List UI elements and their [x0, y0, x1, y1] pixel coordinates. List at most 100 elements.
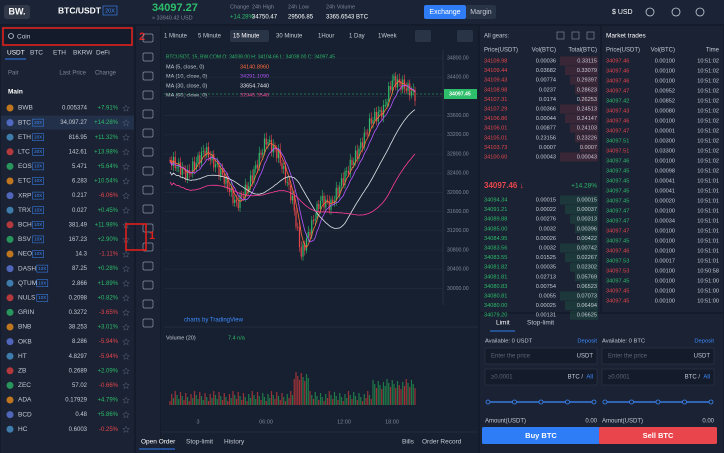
label[interactable]: Margin [470, 9, 492, 16]
tool-icon[interactable] [142, 280, 154, 290]
label[interactable]: 1 Minute [164, 34, 188, 40]
slider-step[interactable] [682, 399, 687, 405]
label[interactable]: Order Record [422, 439, 462, 446]
label[interactable]: BTC [18, 119, 31, 126]
label[interactable]: Stop-limit [186, 439, 213, 446]
label[interactable]: ≥0.0001 [491, 375, 513, 381]
label[interactable]: OKB [18, 338, 32, 345]
label[interactable]: 34107.31 [484, 97, 507, 103]
slider-step[interactable] [655, 399, 661, 405]
favorite-star[interactable] [122, 264, 130, 273]
tool-icon[interactable] [142, 204, 154, 214]
amount-input[interactable] [601, 368, 715, 386]
label[interactable]: Enter the price [491, 354, 531, 360]
favorite-star[interactable] [122, 352, 130, 360]
label[interactable]: 34107.29 [484, 106, 507, 112]
label[interactable]: 34109.44 [484, 68, 507, 74]
slider-step[interactable] [629, 399, 634, 405]
sell-button[interactable] [599, 427, 717, 444]
favorite-star[interactable] [122, 396, 130, 404]
label[interactable]: XRP [18, 192, 31, 199]
label[interactable]: 30 Minute [276, 34, 303, 40]
label[interactable]: 34084.95 [484, 236, 507, 242]
header-icon[interactable] [645, 7, 655, 17]
label[interactable]: ETH [53, 50, 66, 57]
chart-tool-button[interactable] [415, 30, 431, 42]
favorite-star[interactable] [122, 337, 130, 346]
label[interactable]: 5 Minute [198, 34, 222, 40]
label[interactable]: 34089.88 [484, 217, 507, 223]
tool-icon[interactable] [142, 128, 154, 138]
label[interactable]: Deposit [694, 339, 714, 345]
favorite-star[interactable] [122, 250, 130, 258]
label[interactable]: 34081.81 [484, 274, 507, 280]
label[interactable]: 1 Day [349, 34, 365, 40]
tool-icon[interactable] [142, 109, 154, 119]
amount-input[interactable] [484, 368, 598, 386]
label[interactable]: NULS [18, 295, 36, 302]
label[interactable]: $ USD [612, 9, 633, 16]
label[interactable]: All [586, 375, 593, 381]
favorite-star[interactable] [122, 162, 130, 171]
favorite-star[interactable] [122, 177, 130, 185]
label[interactable]: ZEC [18, 382, 31, 389]
slider-step[interactable] [591, 399, 597, 405]
favorite-star[interactable] [122, 104, 130, 112]
label[interactable]: DeFi [96, 50, 110, 57]
book-view-button[interactable] [556, 31, 565, 40]
label[interactable]: Stop-limit [527, 320, 554, 327]
tool-icon[interactable] [142, 223, 154, 233]
label[interactable]: EOS [18, 163, 32, 170]
label[interactable]: Enter the price [608, 354, 648, 360]
favorite-star[interactable] [122, 148, 130, 156]
label[interactable]: BWB [18, 105, 33, 112]
label[interactable]: 34103.73 [484, 145, 507, 151]
favorite-star[interactable] [122, 425, 130, 433]
search-box[interactable] [4, 29, 131, 44]
exchange-button[interactable] [424, 5, 466, 19]
label[interactable]: ≥0.0001 [608, 375, 630, 381]
buy-button[interactable] [482, 427, 600, 444]
label[interactable]: 34106.01 [484, 126, 507, 132]
tool-icon[interactable] [142, 261, 154, 271]
label[interactable]: ADA [18, 397, 32, 404]
tool-icon[interactable] [142, 318, 154, 328]
label[interactable]: Exchange [429, 9, 460, 16]
label[interactable]: DASH [18, 265, 36, 272]
tool-icon[interactable] [142, 90, 154, 100]
label[interactable]: GRIN [18, 309, 35, 316]
label[interactable]: NEO [18, 251, 32, 258]
favorite-star[interactable] [122, 308, 130, 317]
tool-icon[interactable] [142, 71, 154, 81]
tool-icon[interactable] [142, 147, 154, 157]
tool-icon[interactable] [142, 299, 154, 309]
book-view-button[interactable] [586, 31, 595, 40]
label[interactable]: BNB [18, 324, 31, 331]
favorite-star[interactable] [122, 410, 130, 419]
label[interactable]: Limit [496, 320, 510, 327]
label[interactable]: 34080.81 [484, 293, 507, 299]
slider-step[interactable] [602, 399, 608, 405]
price-input[interactable] [601, 347, 715, 365]
label[interactable]: TRX [18, 207, 32, 214]
label[interactable]: 34081.82 [484, 265, 507, 271]
label[interactable]: 34106.86 [484, 116, 507, 122]
tool-icon[interactable] [142, 33, 154, 43]
book-view-button[interactable] [571, 31, 580, 40]
label[interactable]: HT [18, 353, 27, 360]
margin-button[interactable] [466, 5, 496, 19]
label[interactable]: 15 Minute [233, 34, 260, 40]
label[interactable]: ZB [18, 368, 26, 375]
label[interactable]: 34094.34 [484, 197, 507, 203]
label[interactable]: HC [18, 426, 28, 433]
label[interactable]: charts by TradingView [184, 318, 244, 324]
label[interactable]: 34079.20 [484, 313, 507, 319]
label[interactable]: Buy BTC [525, 431, 557, 440]
slider-step[interactable] [708, 399, 714, 405]
header-icon[interactable] [695, 7, 705, 17]
label[interactable]: ETC [18, 178, 31, 185]
label[interactable]: 34091.21 [484, 207, 507, 213]
slider-step[interactable] [485, 399, 491, 405]
favorite-star[interactable] [122, 294, 130, 302]
slider-step[interactable] [565, 399, 570, 405]
